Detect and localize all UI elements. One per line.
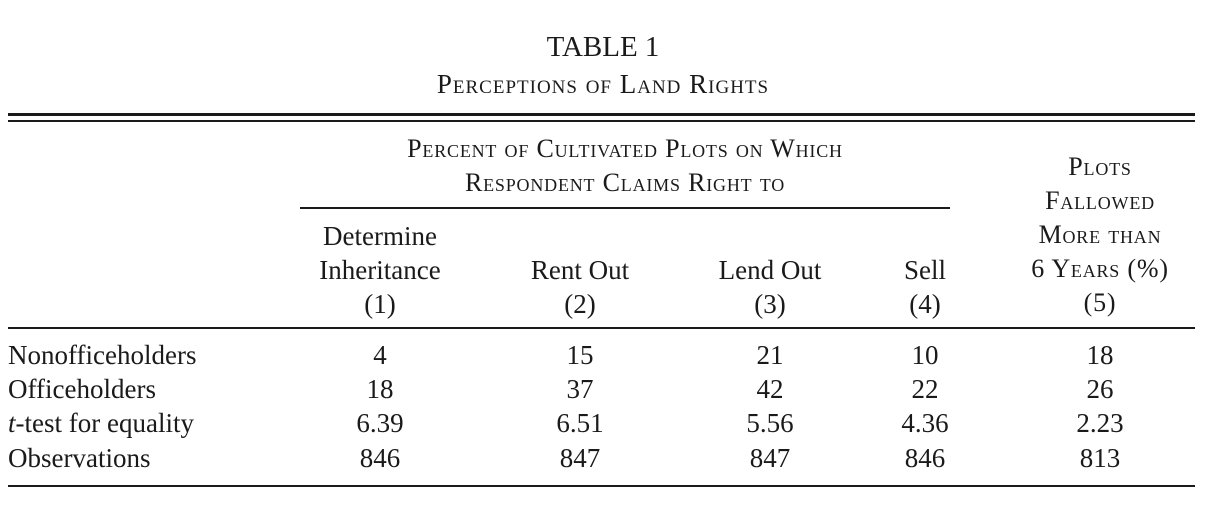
table-cell: 15: [566, 340, 594, 370]
table-cell: 6.51: [556, 408, 604, 438]
column-5-line-3: More than: [1038, 220, 1162, 249]
column-5-line-2: Fallowed: [1045, 186, 1155, 215]
table-cell: 5.56: [746, 408, 794, 438]
table-number: TABLE 1: [546, 31, 660, 63]
table-cell: 847: [749, 443, 791, 473]
bottom-rule: [8, 485, 1195, 487]
column-5-number: (5): [1083, 288, 1117, 317]
table-cell: 813: [1079, 443, 1121, 473]
spanner-rule: [300, 207, 950, 209]
table-cell: 4.36: [901, 408, 949, 438]
row-label-nonofficeholders: Nonofficeholders: [8, 340, 197, 370]
column-header-3: Lend Out (3): [690, 253, 850, 321]
column-2-label: Rent Out: [530, 255, 630, 285]
table-cell: 22: [911, 374, 939, 404]
table-title: Perceptions of Land Rights: [436, 69, 770, 99]
t-symbol: t: [8, 408, 16, 438]
column-5-line-4: 6 Years (%): [1031, 254, 1169, 283]
spanner-line-2: Respondent Claims Right to: [465, 168, 785, 197]
table-cell: 26: [1086, 374, 1114, 404]
column-header-2: Rent Out (2): [500, 253, 660, 321]
top-double-rule-upper: [8, 113, 1195, 116]
table-cell: 6.39: [356, 408, 404, 438]
table-cell: 847: [559, 443, 601, 473]
column-1-line-2: Inheritance: [319, 255, 441, 285]
column-1-number: (1): [364, 289, 396, 319]
column-4-label: Sell: [903, 255, 946, 285]
column-2-number: (2): [564, 289, 596, 319]
header-bottom-rule: [8, 327, 1195, 329]
table-cell: 10: [911, 340, 939, 370]
row-label-t-test: t-test for equality: [8, 406, 194, 440]
row-label-observations: Observations: [8, 443, 151, 473]
row-label-t-test-text: -test for equality: [15, 408, 194, 438]
table-cell: 37: [566, 374, 594, 404]
spanner-line-1: Percent of Cultivated Plots on Which: [407, 134, 843, 163]
spanner-header: Percent of Cultivated Plots on Which Res…: [300, 132, 950, 200]
table-cell: 4: [373, 340, 387, 370]
column-header-4: Sell (4): [880, 253, 970, 321]
table-cell: 846: [359, 443, 401, 473]
column-1-line-1: Determine: [323, 221, 437, 251]
table-cell: 2.23: [1076, 408, 1124, 438]
top-double-rule-lower: [8, 120, 1195, 122]
row-label-officeholders: Officeholders: [8, 374, 156, 404]
table-cell: 846: [904, 443, 946, 473]
column-3-label: Lend Out: [718, 255, 822, 285]
column-5-line-1: Plots: [1068, 152, 1132, 181]
table-cell: 42: [756, 374, 784, 404]
column-4-number: (4): [909, 289, 941, 319]
column-3-number: (3): [754, 289, 786, 319]
table-cell: 18: [1086, 340, 1114, 370]
column-header-1: Determine Inheritance (1): [290, 219, 470, 321]
table-cell: 18: [366, 374, 394, 404]
table-cell: 21: [756, 340, 784, 370]
column-header-5: Plots Fallowed More than 6 Years (%) (5): [995, 150, 1205, 320]
